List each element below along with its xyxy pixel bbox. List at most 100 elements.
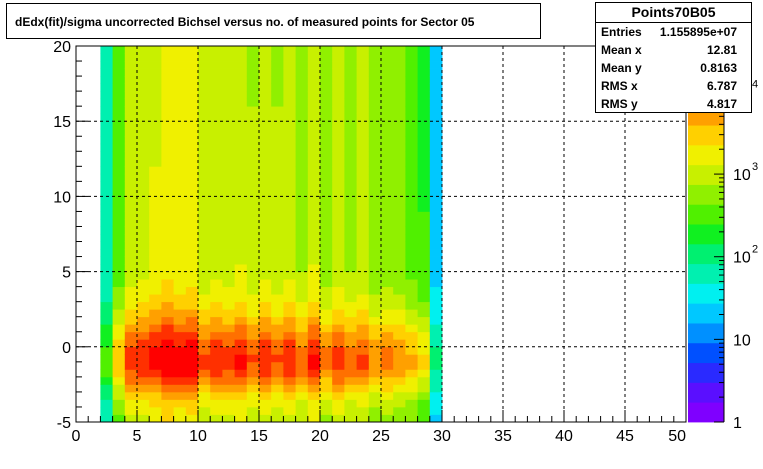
color-scale-band [688,342,724,364]
heatmap-cell [356,166,370,175]
heatmap-cell [283,271,296,280]
heatmap-cell [149,173,162,182]
heatmap-cell [429,241,443,250]
heatmap-cell [198,166,211,175]
heatmap-cell [198,136,211,145]
heatmap-cell [344,61,357,69]
heatmap-cell [307,406,321,415]
heatmap-cell [210,309,223,318]
heatmap-cell [356,324,370,333]
heatmap-cell [198,61,211,69]
heatmap-cell [405,151,418,160]
heatmap-cell [393,354,406,363]
heatmap-cell [161,203,174,212]
heatmap-cell [307,91,321,100]
heatmap-cell [112,346,126,355]
y-tick-label: 0 [62,340,71,357]
heatmap-cell [198,339,211,348]
heatmap-cell [246,279,260,288]
heatmap-cell [381,68,394,77]
heatmap-cell [198,241,211,250]
chart-title-box: dEdx(fit)/sigma uncorrected Bichsel vers… [6,3,541,39]
heatmap-cell [234,173,248,182]
heatmap-cell [320,249,333,257]
heatmap-cell [307,83,321,92]
heatmap-cell [149,406,162,415]
heatmap-cell [112,196,126,205]
heatmap-cell [417,376,431,385]
heatmap-cell [173,173,187,182]
heatmap-cell [210,241,223,250]
heatmap-cell [124,339,138,348]
heatmap-cell [271,309,284,318]
heatmap-cell [112,249,126,257]
heatmap-cell [124,286,138,295]
heatmap-cell [222,53,235,62]
heatmap-cell [259,106,272,115]
heatmap-cell [381,271,394,280]
stats-label: RMS y [601,97,638,111]
heatmap-cell [393,271,406,280]
heatmap-cell [368,294,382,303]
heatmap-cell [234,226,248,235]
heatmap-cell [198,46,211,54]
heatmap-cell [137,301,150,310]
heatmap-cell [112,301,126,310]
heatmap-cell [332,331,345,340]
heatmap-cell [259,234,272,242]
heatmap-cell [234,98,248,107]
heatmap-cell [222,181,235,190]
heatmap-cell [210,406,223,415]
heatmap-cell [344,414,357,423]
heatmap-cell [185,53,199,62]
heatmap-cell [259,361,272,370]
heatmap-cell [185,331,199,340]
heatmap-cell [271,324,284,333]
heatmap-cell [149,241,162,250]
heatmap-cell [112,309,126,318]
heatmap-cell [417,151,431,160]
heatmap-cell [185,256,199,265]
heatmap-cell [307,121,321,130]
heatmap-cell [307,143,321,152]
heatmap-cell [259,376,272,385]
heatmap-cell [124,83,138,92]
heatmap-cell [246,294,260,303]
heatmap-cell [405,399,418,408]
heatmap-cell [234,53,248,62]
heatmap-cell [198,173,211,182]
heatmap-cell [246,53,260,62]
heatmap-cell [124,331,138,340]
heatmap-cell [100,203,113,212]
heatmap-cell [344,83,357,92]
heatmap-cell [210,143,223,152]
heatmap-cell [185,173,199,182]
heatmap-cell [185,234,199,242]
heatmap-cell [137,316,150,325]
heatmap-cell [137,339,150,348]
heatmap-cell [393,53,406,62]
heatmap-cell [320,83,333,92]
heatmap-cell [417,324,431,333]
heatmap-cell [246,106,260,115]
heatmap-cell [320,279,333,288]
heatmap-cell [320,121,333,130]
heatmap-cell [344,264,357,272]
heatmap-cell [356,294,370,303]
heatmap-cell [246,203,260,212]
heatmap-cell [100,143,113,152]
heatmap-cell [161,158,174,167]
heatmap-cell [405,46,418,54]
heatmap-cell [320,76,333,84]
heatmap-cell [417,68,431,77]
heatmap-cell [295,399,309,408]
heatmap-cell [307,68,321,77]
heatmap-cell [222,294,235,303]
heatmap-cell [393,226,406,235]
heatmap-cell [393,136,406,145]
heatmap-cell [429,354,443,363]
heatmap-cell [393,158,406,167]
heatmap-cell [210,211,223,220]
heatmap-cell [210,301,223,310]
